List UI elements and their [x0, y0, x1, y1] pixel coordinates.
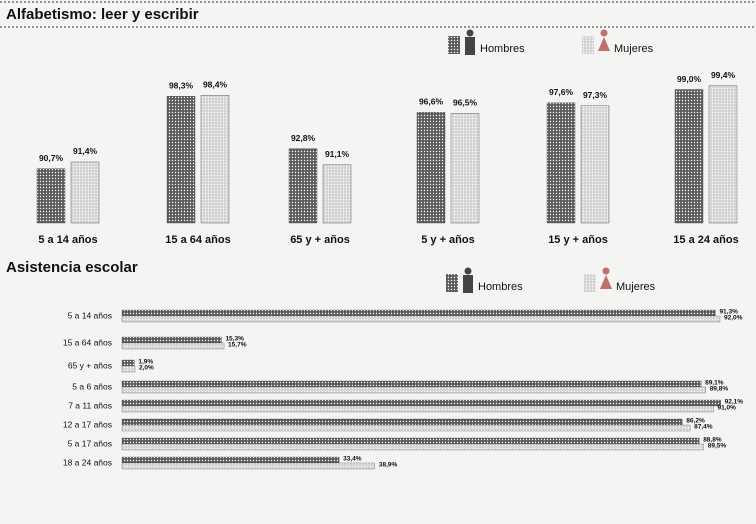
value-label: 1,9%	[138, 359, 153, 366]
value-label: 99,4%	[711, 70, 736, 80]
legend-icon	[598, 37, 610, 51]
legend-icon	[464, 267, 472, 275]
value-label: 96,5%	[453, 98, 478, 108]
y-tick-label: 65 y + años	[68, 360, 112, 370]
bar	[121, 315, 721, 323]
legend-label: Mujeres	[614, 43, 654, 55]
bar	[121, 405, 714, 413]
bar	[674, 89, 704, 224]
y-tick-label: 5 a 6 años	[72, 381, 112, 391]
value-label: 99,0%	[677, 74, 702, 84]
bar	[121, 437, 700, 445]
legend-swatch	[448, 36, 460, 54]
value-label: 87,4%	[694, 424, 713, 431]
value-label: 97,3%	[583, 90, 608, 100]
y-tick-label: 18 a 24 años	[63, 457, 112, 467]
bar	[121, 443, 704, 451]
value-label: 86,2%	[686, 418, 705, 425]
bar	[708, 85, 738, 224]
legend-icon	[463, 275, 473, 293]
value-label: 91,0%	[718, 405, 737, 412]
legend-swatch	[584, 274, 596, 292]
legend-icon	[602, 267, 610, 275]
bar	[121, 399, 721, 407]
value-label: 38,9%	[379, 462, 398, 469]
bar	[121, 386, 706, 394]
bar	[546, 102, 576, 224]
bar	[36, 168, 66, 224]
bar	[200, 95, 230, 224]
value-label: 92,8%	[291, 133, 316, 143]
value-label: 91,1%	[325, 149, 350, 159]
value-label: 2,0%	[139, 365, 154, 372]
chart-title: Alfabetismo: leer y escribir	[6, 6, 199, 23]
bar	[121, 418, 683, 426]
chart-title: Asistencia escolar	[6, 259, 138, 276]
x-tick-label: 15 a 64 años	[165, 234, 230, 246]
value-label: 91,4%	[73, 146, 98, 156]
bar	[416, 112, 446, 224]
value-label: 88,8%	[703, 437, 722, 444]
bar	[121, 336, 222, 344]
y-tick-label: 12 a 17 años	[63, 419, 112, 429]
legend-swatch	[446, 274, 458, 292]
bar	[121, 309, 716, 317]
bar	[121, 359, 135, 367]
bar	[70, 161, 100, 224]
x-tick-label: 5 a 14 años	[38, 234, 97, 246]
x-tick-label: 15 a 24 años	[673, 234, 738, 246]
bar	[580, 105, 610, 224]
legend-label: Mujeres	[616, 281, 656, 293]
bar	[288, 148, 318, 224]
legend-label: Hombres	[480, 43, 525, 55]
value-label: 15,3%	[225, 336, 244, 343]
value-label: 15,7%	[228, 342, 247, 349]
bar	[121, 342, 225, 350]
y-tick-label: 7 a 11 años	[68, 400, 112, 410]
value-label: 89,5%	[708, 443, 727, 450]
bar	[121, 365, 136, 373]
legend-label: Hombres	[478, 281, 523, 293]
y-tick-label: 5 a 14 años	[68, 310, 112, 320]
value-label: 92,1%	[725, 399, 744, 406]
x-tick-label: 5 y + años	[421, 234, 475, 246]
y-tick-label: 15 a 64 años	[63, 337, 112, 347]
bar	[322, 164, 352, 224]
value-label: 89,8%	[710, 386, 729, 393]
value-label: 33,4%	[343, 456, 362, 463]
legend-icon	[600, 275, 612, 289]
bar	[166, 96, 196, 224]
value-label: 98,3%	[169, 80, 194, 90]
bar	[121, 424, 691, 432]
bar	[121, 456, 340, 464]
value-label: 97,6%	[549, 87, 574, 97]
legend-icon	[600, 29, 608, 37]
y-tick-label: 5 a 17 años	[68, 438, 112, 448]
x-tick-label: 15 y + años	[548, 234, 608, 246]
legend-icon	[465, 37, 475, 55]
bar	[121, 462, 376, 470]
legend-icon	[466, 29, 474, 37]
value-label: 98,4%	[203, 80, 228, 90]
bar	[450, 113, 480, 224]
x-tick-label: 65 y + años	[290, 234, 350, 246]
value-label: 91,3%	[719, 309, 738, 316]
value-label: 90,7%	[39, 153, 64, 163]
value-label: 92,0%	[724, 315, 743, 322]
bar	[121, 380, 702, 388]
legend-swatch	[582, 36, 594, 54]
value-label: 96,6%	[419, 97, 444, 107]
value-label: 89,1%	[705, 380, 724, 387]
